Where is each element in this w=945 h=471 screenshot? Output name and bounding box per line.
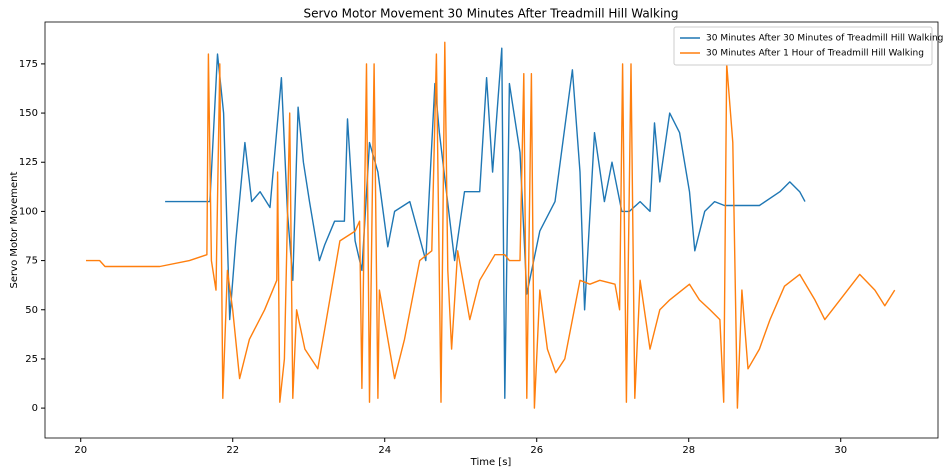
- y-tick-label: 125: [19, 157, 38, 168]
- legend-box: [673, 26, 933, 66]
- y-axis-label: Servo Motor Movement: [9, 171, 20, 288]
- y-tick-label: 25: [25, 354, 38, 365]
- x-tick-label: 24: [378, 445, 391, 456]
- x-tick-label: 22: [226, 445, 239, 456]
- y-tick-label: 75: [25, 256, 38, 267]
- y-tick-label: 175: [19, 59, 38, 70]
- x-tick-label: 28: [682, 445, 695, 456]
- data-line: [86, 41, 896, 409]
- legend-label: 30 Minutes After 1 Hour of Treadmill Hil…: [706, 49, 924, 59]
- x-tick-label: 20: [74, 445, 87, 456]
- y-tick-label: 100: [19, 206, 38, 217]
- x-tick-label: 26: [530, 445, 543, 456]
- y-tick-label: 0: [32, 403, 38, 414]
- y-tick-label: 150: [19, 108, 38, 119]
- legend-label: 30 Minutes After 30 Minutes of Treadmill…: [706, 34, 943, 44]
- y-tick-label: 50: [25, 305, 38, 316]
- plot-frame: [44, 21, 939, 439]
- x-tick-label: 30: [834, 445, 847, 456]
- x-axis-label: Time [s]: [470, 457, 512, 468]
- chart-title: Servo Motor Movement 30 Minutes After Tr…: [303, 7, 678, 21]
